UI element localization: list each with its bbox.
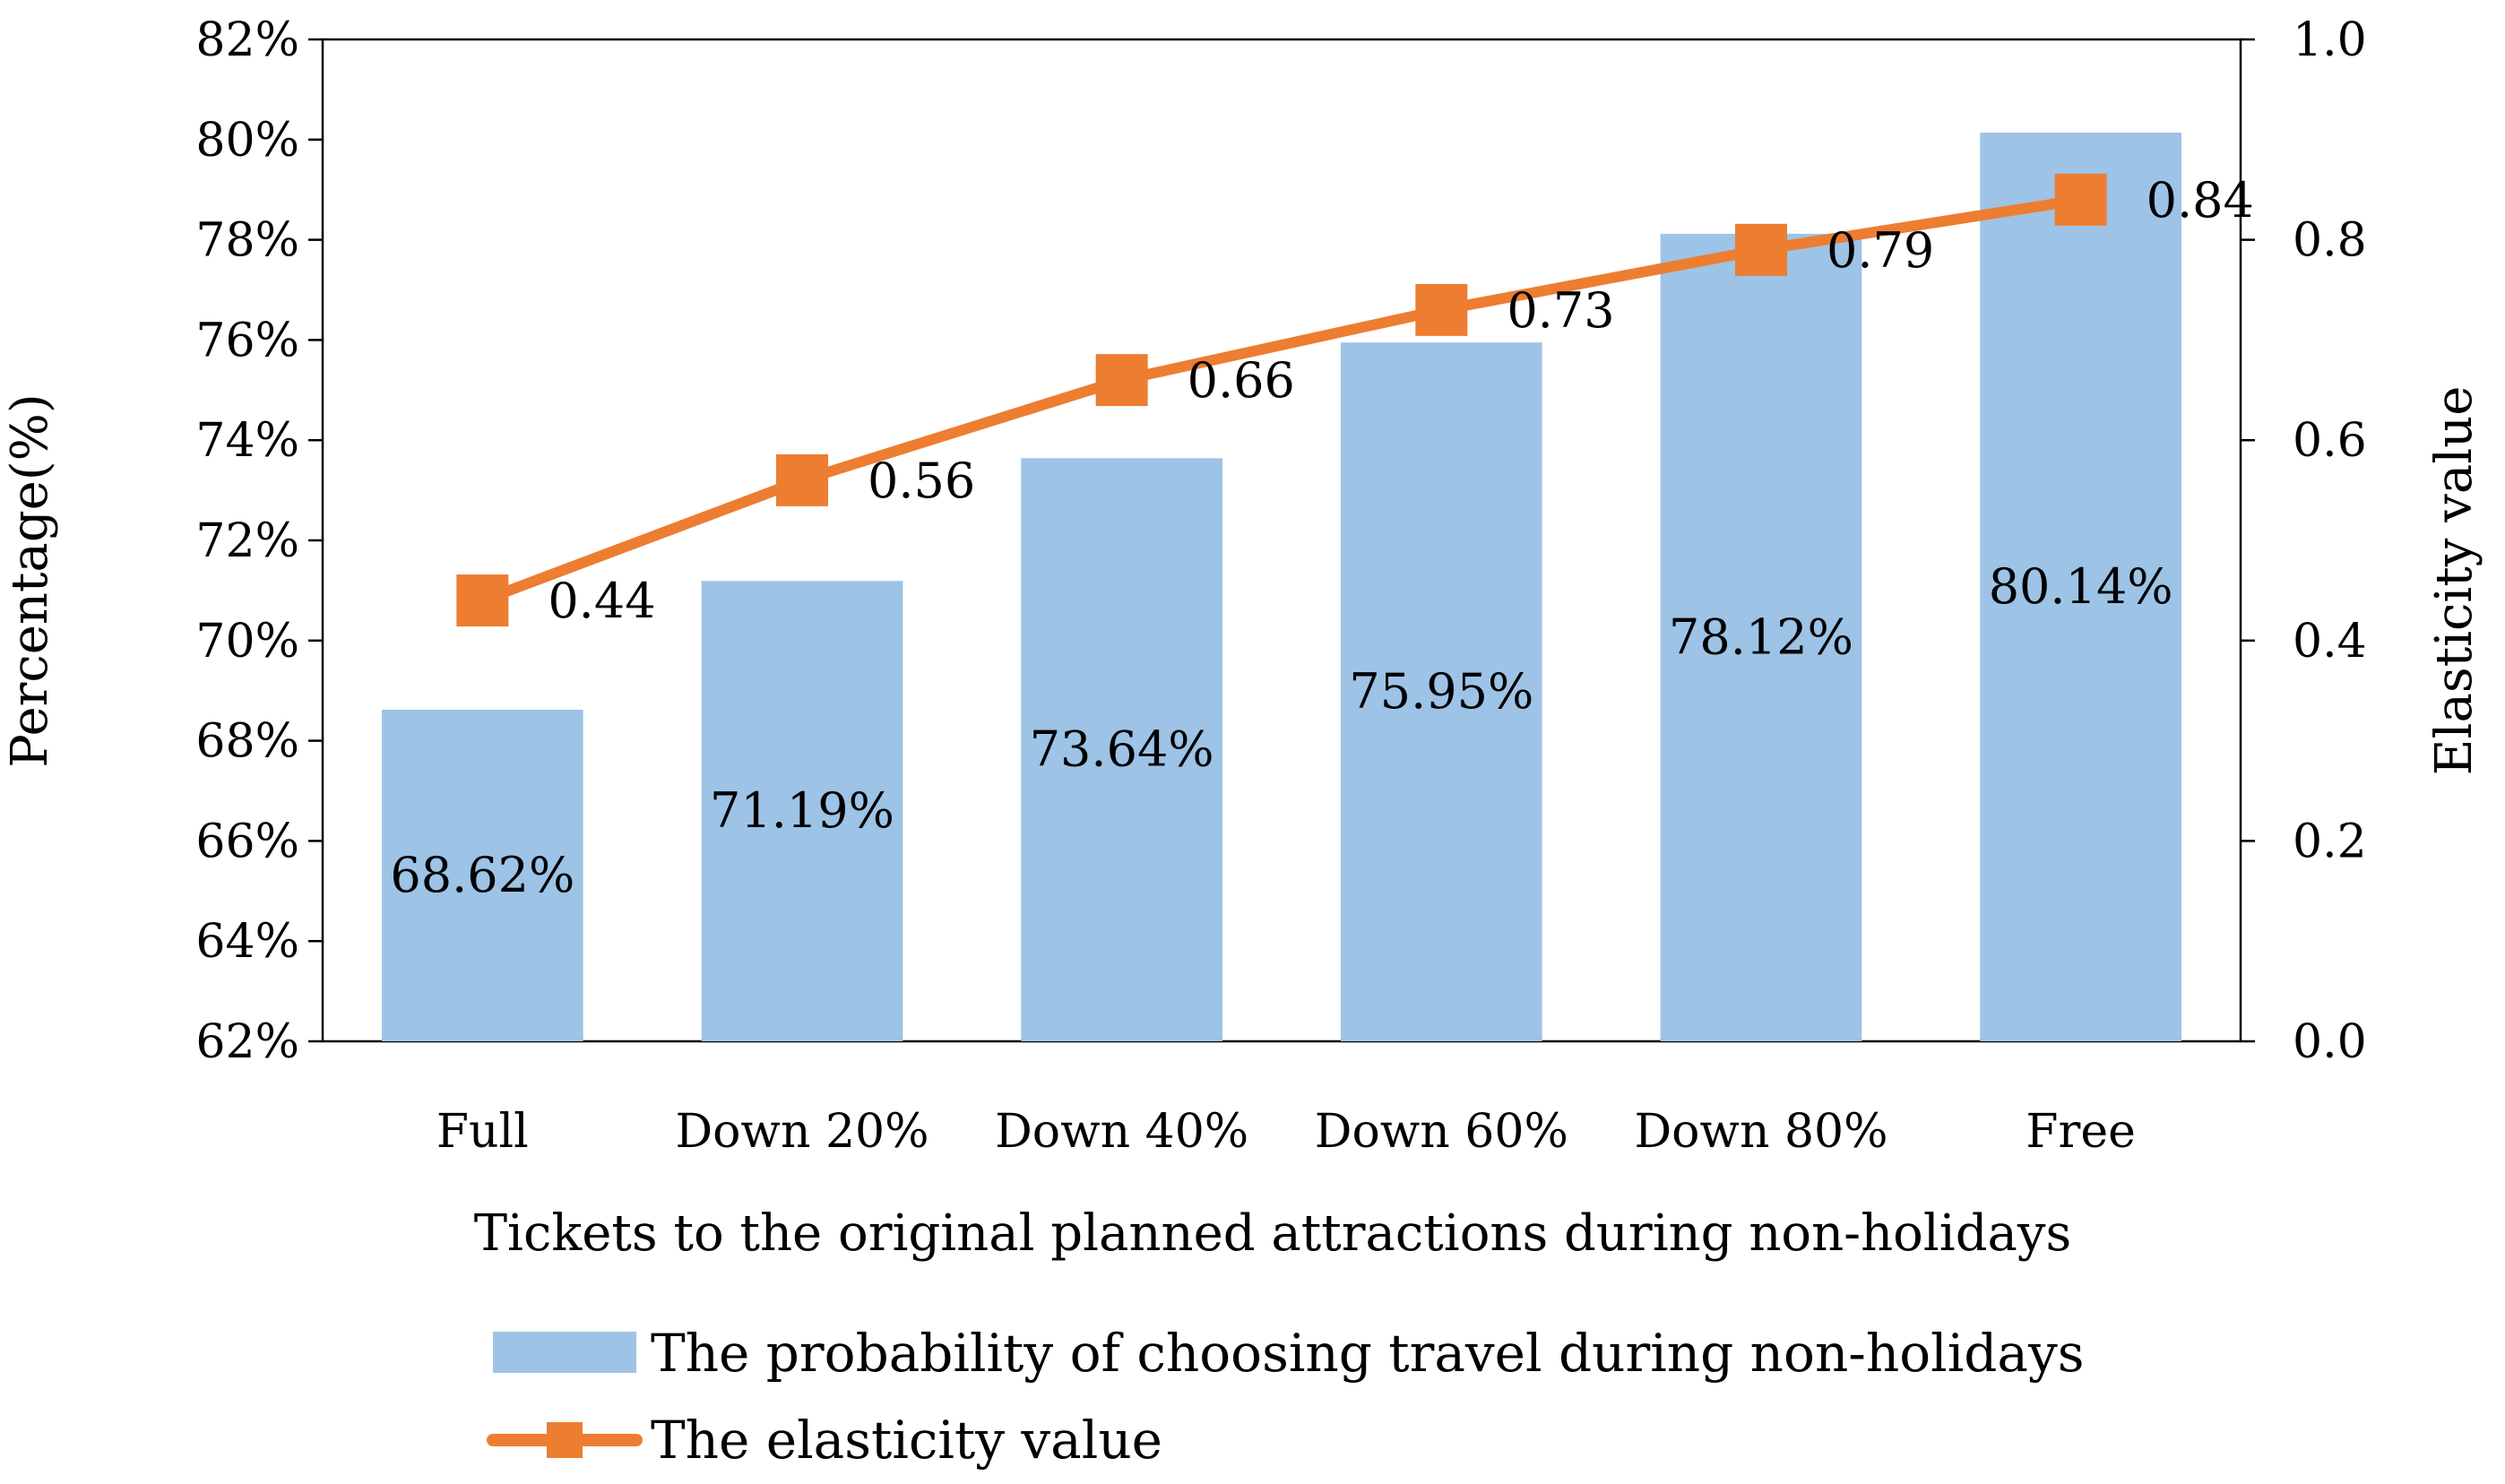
left-tick-label-10: 80% xyxy=(195,114,299,168)
x-tick-label-1: Full xyxy=(436,1105,529,1159)
bar-label-4: 75.95% xyxy=(1349,663,1533,720)
plot-area xyxy=(321,38,2242,1043)
left-tick-label-11: 82% xyxy=(195,13,299,67)
line-label-6: 0.84 xyxy=(2147,172,2254,229)
right-tick-label-6: 1.0 xyxy=(2293,13,2367,67)
x-tick-label-6: Free xyxy=(2026,1105,2135,1159)
line-data-labels: 0.44 0.56 0.66 0.73 0.79 0.84 xyxy=(548,172,2254,629)
left-tick-label-7: 74% xyxy=(195,414,299,468)
left-tick-label-9: 78% xyxy=(195,214,299,268)
line-point-1 xyxy=(456,574,509,627)
left-tick-label-1: 62% xyxy=(195,1015,299,1069)
bar-3 xyxy=(1021,458,1223,1042)
legend-bar-swatch xyxy=(493,1332,636,1373)
bar-1 xyxy=(381,709,583,1041)
line-label-2: 0.56 xyxy=(868,453,975,509)
right-tick-label-3: 0.4 xyxy=(2293,615,2367,669)
right-tick-label-4: 0.6 xyxy=(2293,414,2367,468)
x-tick-label-3: Down 40% xyxy=(995,1105,1248,1159)
bar-label-5: 78.12% xyxy=(1669,608,1853,665)
right-tick-label-2: 0.2 xyxy=(2293,815,2367,868)
legend-line-marker xyxy=(547,1422,583,1458)
left-tick-label-6: 72% xyxy=(195,514,299,568)
left-axis-title: Percentage(%) xyxy=(1,393,59,767)
elasticity-line xyxy=(477,194,2086,607)
left-y-axis: 62% 64% 66% 68% 70% 72% 74% 76% 78% 80% 82% xyxy=(195,13,323,1069)
line-point-3 xyxy=(1095,354,1148,407)
plot-border xyxy=(321,38,2242,1043)
bar-label-3: 73.64% xyxy=(1030,721,1214,778)
x-tick-label-2: Down 20% xyxy=(675,1105,929,1159)
bar-series xyxy=(381,132,2182,1042)
right-axis-title: Elasticity value xyxy=(2425,386,2483,776)
left-tick-label-8: 76% xyxy=(195,314,299,367)
left-tick-label-3: 66% xyxy=(195,815,299,868)
right-tick-label-1: 0.0 xyxy=(2293,1015,2367,1069)
x-tick-label-5: Down 80% xyxy=(1634,1105,1887,1159)
bar-2 xyxy=(701,581,903,1041)
left-tick-label-5: 70% xyxy=(195,615,299,669)
line-point-2 xyxy=(776,453,828,506)
left-tick-label-2: 64% xyxy=(195,915,299,969)
bar-label-6: 80.14% xyxy=(1989,558,2173,615)
x-axis-title: Tickets to the original planned attracti… xyxy=(474,1204,2072,1263)
right-tick-label-5: 0.8 xyxy=(2293,214,2367,268)
x-tick-label-4: Down 60% xyxy=(1315,1105,1568,1159)
right-y-axis: 0.0 0.2 0.4 0.6 0.8 1.0 xyxy=(2241,13,2367,1069)
bar-data-labels: 68.62% 71.19% 73.64% 75.95% 78.12% 80.14% xyxy=(390,558,2172,903)
legend-bar-label: The probability of choosing travel durin… xyxy=(651,1323,2085,1384)
legend-line-label: The elasticity value xyxy=(651,1410,1162,1471)
x-axis: Full Down 20% Down 40% Down 60% Down 80% Free xyxy=(436,1105,2136,1159)
line-label-1: 0.44 xyxy=(548,573,655,629)
line-label-4: 0.73 xyxy=(1507,282,1614,339)
left-tick-label-4: 68% xyxy=(195,715,299,769)
bar-label-1: 68.62% xyxy=(390,847,574,903)
bar-4 xyxy=(1340,342,1542,1041)
line-point-4 xyxy=(1415,283,1468,336)
line-point-5 xyxy=(1735,223,1787,276)
line-series xyxy=(456,173,2107,627)
bar-5 xyxy=(1660,233,1862,1042)
legend: The probability of choosing travel durin… xyxy=(487,1323,2085,1471)
line-label-3: 0.66 xyxy=(1188,352,1295,409)
bar-6 xyxy=(1980,132,2182,1041)
line-label-5: 0.79 xyxy=(1827,222,1934,279)
line-point-6 xyxy=(2054,173,2107,226)
bar-label-2: 71.19% xyxy=(710,782,894,839)
